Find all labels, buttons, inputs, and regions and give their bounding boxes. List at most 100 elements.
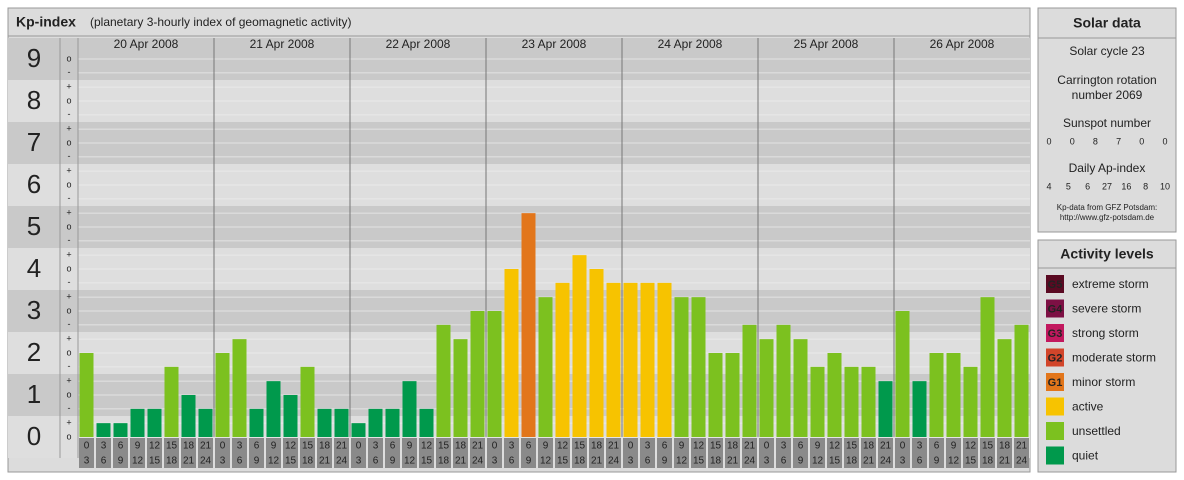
bar	[181, 395, 196, 437]
minor-tick-label: o	[66, 389, 71, 399]
hour-label: 9	[798, 456, 804, 467]
level-badge: G2	[1048, 352, 1063, 364]
bar	[895, 311, 910, 437]
ap-values: 27	[1102, 181, 1112, 191]
hour-label: 3	[220, 456, 226, 467]
minor-tick-label: -	[68, 403, 71, 413]
hour-box	[674, 438, 689, 468]
hour-box	[385, 438, 400, 468]
hour-box	[181, 438, 196, 468]
y-tick-label: 3	[27, 295, 41, 325]
bar	[674, 297, 689, 437]
hour-label: 6	[526, 441, 532, 452]
bar	[334, 408, 349, 437]
levels-title: Activity levels	[1060, 246, 1154, 262]
minor-tick-label: o	[66, 347, 71, 357]
hour-label: 18	[591, 441, 603, 452]
day-label: 24 Apr 2008	[658, 37, 723, 51]
hour-label: 21	[727, 456, 739, 467]
hour-label: 6	[934, 441, 940, 452]
hour-label: 21	[472, 441, 484, 452]
hour-box	[997, 438, 1012, 468]
hour-label: 9	[390, 456, 396, 467]
hour-label: 18	[982, 456, 994, 467]
bar	[793, 339, 808, 437]
hour-label: 18	[455, 441, 467, 452]
hour-label: 12	[285, 441, 297, 452]
hour-label: 12	[676, 456, 688, 467]
hour-label: 12	[268, 456, 280, 467]
hour-label: 15	[149, 456, 161, 467]
bar	[79, 353, 94, 437]
minor-tick-label: +	[66, 292, 71, 302]
bar	[827, 353, 842, 437]
minor-tick-label: o	[66, 221, 71, 231]
ap-label: Daily Ap-index	[1069, 161, 1146, 175]
hour-label: 6	[917, 456, 923, 467]
bar	[861, 366, 876, 437]
hour-box	[963, 438, 978, 468]
bar	[640, 282, 655, 437]
level-badge: G5	[1048, 279, 1063, 291]
hour-label: 24	[608, 456, 620, 467]
hour-label: 18	[710, 456, 722, 467]
bar	[419, 408, 434, 437]
hour-box	[980, 438, 995, 468]
sunspot-label: Sunspot number	[1063, 116, 1151, 130]
hour-label: 18	[166, 456, 178, 467]
sunspot-values: 7	[1116, 136, 1121, 146]
hour-box	[589, 438, 604, 468]
hour-label: 3	[101, 441, 107, 452]
level-swatch	[1046, 422, 1064, 440]
hour-label: 9	[679, 441, 685, 452]
hour-box	[351, 438, 366, 468]
hour-box	[198, 438, 213, 468]
sunspot-values: 8	[1093, 136, 1098, 146]
bar	[300, 366, 315, 437]
ap-values: 5	[1066, 181, 1071, 191]
bar	[1014, 324, 1029, 437]
hour-label: 0	[764, 441, 770, 452]
hour-label: 18	[727, 441, 739, 452]
hour-box	[725, 438, 740, 468]
bar	[232, 339, 247, 437]
minor-tick-label: -	[68, 151, 71, 161]
minor-tick-label: -	[68, 109, 71, 119]
hour-label: 21	[336, 441, 348, 452]
hour-label: 12	[812, 456, 824, 467]
minor-tick-label: +	[66, 376, 71, 386]
level-label: quiet	[1072, 449, 1099, 463]
hour-label: 3	[764, 456, 770, 467]
hour-box	[606, 438, 621, 468]
day-label: 20 Apr 2008	[114, 37, 179, 51]
hour-label: 6	[509, 456, 515, 467]
hour-box	[657, 438, 672, 468]
sunspot-values: 0	[1162, 136, 1167, 146]
level-swatch	[1046, 324, 1064, 342]
hour-label: 9	[135, 441, 141, 452]
minor-tick-label: -	[68, 193, 71, 203]
hour-box	[912, 438, 927, 468]
hour-box	[827, 438, 842, 468]
hour-box	[878, 438, 893, 468]
bar	[470, 311, 485, 437]
hour-box	[691, 438, 706, 468]
hour-box	[470, 438, 485, 468]
hour-label: 9	[526, 456, 532, 467]
hour-label: 18	[183, 441, 195, 452]
minor-tick-label: o	[66, 263, 71, 273]
hour-box	[895, 438, 910, 468]
bar	[385, 408, 400, 437]
hour-label: 15	[557, 456, 569, 467]
minor-tick-label: +	[66, 418, 71, 428]
minor-tick-label: +	[66, 334, 71, 344]
hour-label: 3	[373, 441, 379, 452]
hour-box	[555, 438, 570, 468]
bar	[572, 255, 587, 437]
hour-label: 9	[543, 441, 549, 452]
bar	[521, 213, 536, 437]
hour-label: 15	[421, 456, 433, 467]
hour-label: 12	[965, 441, 977, 452]
hour-box	[623, 438, 638, 468]
hour-label: 9	[815, 441, 821, 452]
